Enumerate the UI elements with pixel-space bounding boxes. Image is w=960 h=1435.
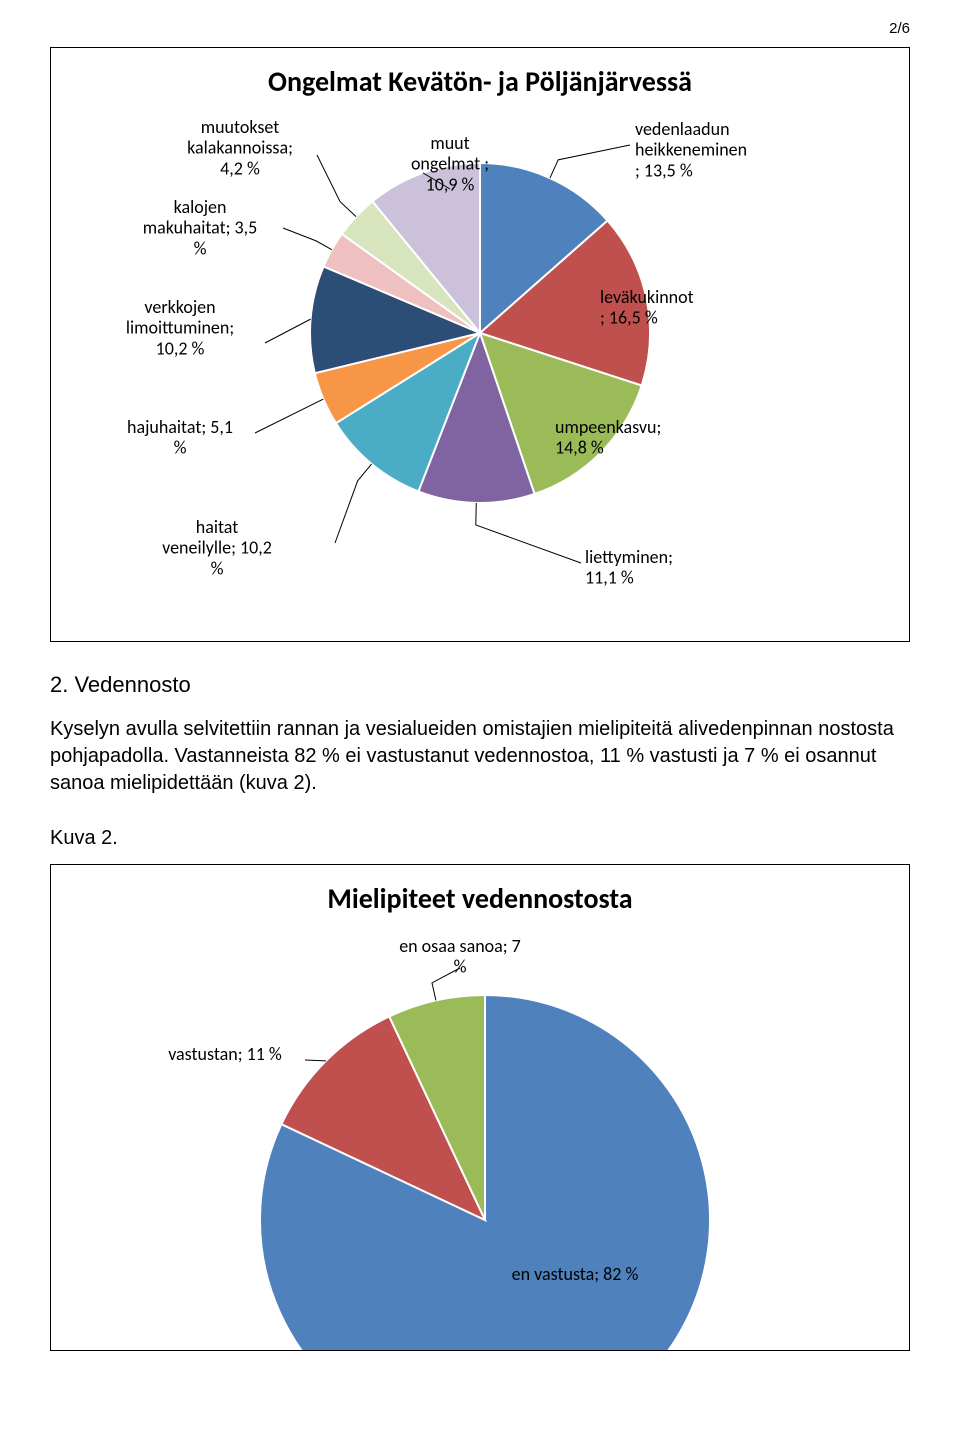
leader-vedenlaadun_heikkeneminen <box>550 145 630 178</box>
leader-verkkojen_limoittuminen <box>265 319 311 343</box>
chart2-container: Mielipiteet vedennostosta en vastusta; 8… <box>50 864 910 1351</box>
leader-muutokset_kalakannoissa <box>317 155 356 217</box>
kuva-label: Kuva 2. <box>50 827 910 850</box>
leader-haitat_veneilylle <box>335 464 372 543</box>
page-number: 2/6 <box>50 20 910 37</box>
leader-kalojen_makuhaitat <box>283 228 332 250</box>
label-verkkojen_limoittuminen: verkkojenlimoittuminen;10,2 % <box>126 296 234 359</box>
leader-hajuhaitat <box>255 399 323 433</box>
label-en_osaa_sanoa: en osaa sanoa; 7% <box>399 935 521 978</box>
chart1-pie: vedenlaadunheikkeneminen; 13,5 % leväkuki… <box>65 113 895 623</box>
label-kalojen_makuhaitat: kalojenmakuhaitat; 3,5% <box>143 196 258 259</box>
chart2-title: Mielipiteet vedennostosta <box>55 881 905 916</box>
section-heading: 2. Vedennosto <box>50 672 910 698</box>
label-vedenlaadun_heikkeneminen: vedenlaadunheikkeneminen; 13,5 % <box>635 118 747 181</box>
label-muutokset_kalakannoissa: muutoksetkalakannoissa;4,2 % <box>187 116 293 179</box>
chart1-container: Ongelmat Kevätön- ja Pöljänjärvessä vede… <box>50 47 910 642</box>
label-umpeenkasvu: umpeenkasvu;14,8 % <box>555 416 661 459</box>
chart2-pie: en vastusta; 82 % vastustan; 11 % en osaa … <box>65 930 895 1350</box>
section-paragraph: Kyselyn avulla selvitettiin rannan ja ve… <box>50 716 910 797</box>
label-haitat_veneilylle: haitatveneilylle; 10,2% <box>162 516 272 579</box>
leader-liettyminen <box>476 503 581 563</box>
label-liettyminen: liettyminen;11,1 % <box>585 546 673 589</box>
leader-vastustan <box>305 1060 326 1061</box>
chart1-title: Ongelmat Kevätön- ja Pöljänjärvessä <box>55 64 905 99</box>
label-vastustan: vastustan; 11 % <box>168 1043 282 1065</box>
label-en_vastusta: en vastusta; 82 % <box>512 1263 639 1285</box>
label-hajuhaitat: hajuhaitat; 5,1% <box>127 416 233 459</box>
label-levakukinnot: leväkukinnot; 16,5 % <box>600 286 694 329</box>
